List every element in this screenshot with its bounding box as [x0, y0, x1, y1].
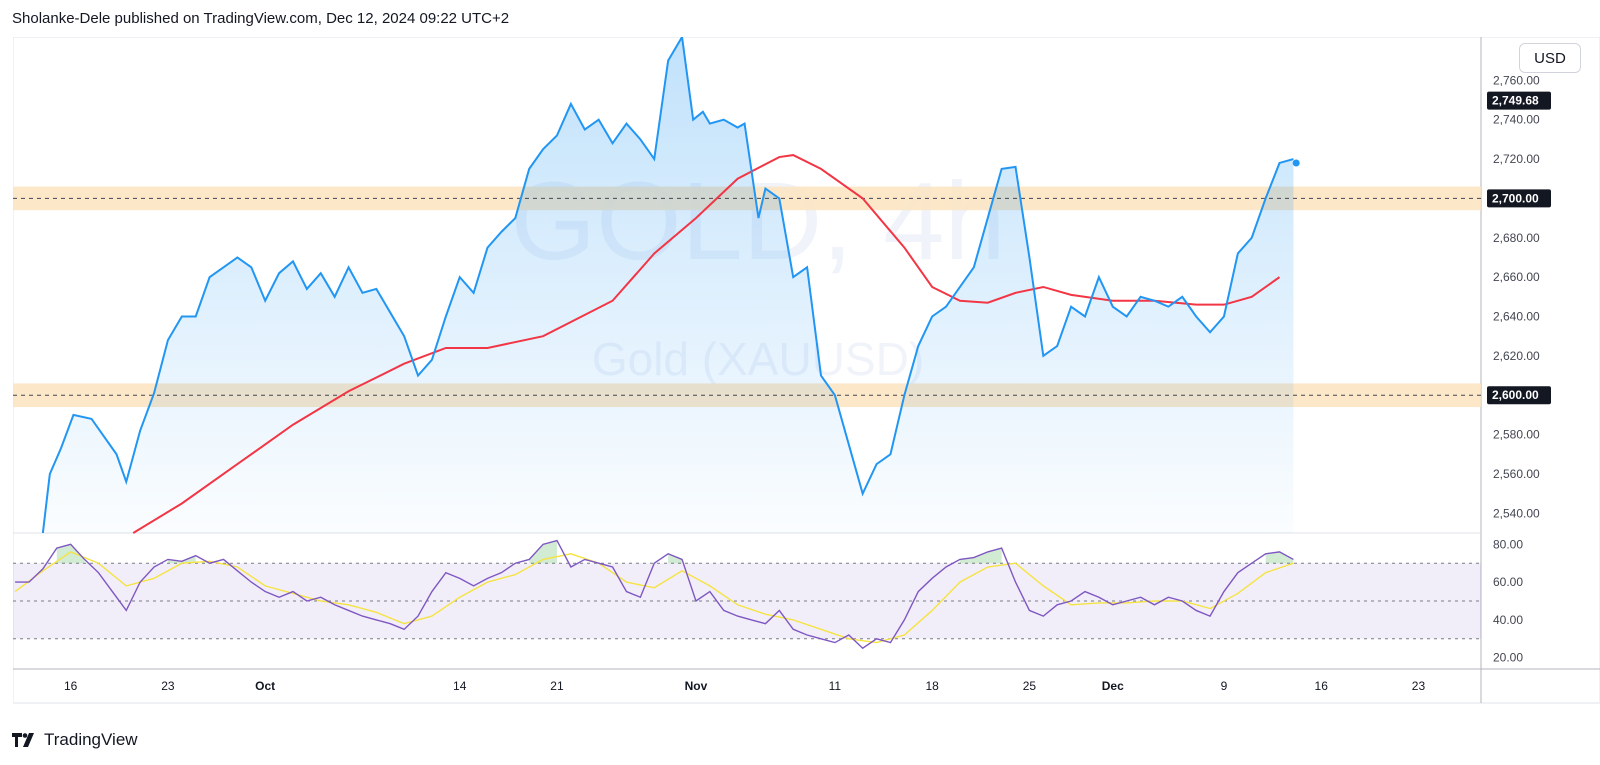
rsi-tick-label: 80.00 — [1493, 537, 1523, 551]
tradingview-logo-icon — [12, 733, 34, 747]
time-tick-label: 23 — [161, 679, 175, 693]
rsi-tick-label: 40.00 — [1493, 613, 1523, 627]
price-tick-label: 2,740.00 — [1493, 113, 1540, 127]
time-tick-label: 25 — [1023, 679, 1037, 693]
rsi-tick-label: 60.00 — [1493, 575, 1523, 589]
price-label-box — [1487, 386, 1551, 405]
rsi-overbought-fill — [1265, 551, 1280, 564]
time-tick-label: 18 — [925, 679, 939, 693]
price-label: 2,700.00 — [1492, 191, 1539, 205]
footer-brand: TradingView — [44, 730, 138, 749]
moving-average-line[interactable] — [132, 154, 1281, 534]
rsi-line[interactable] — [15, 539, 1294, 650]
last-price-dot — [1292, 159, 1300, 167]
rsi-overbought-fill — [987, 548, 1002, 564]
time-tick-label: 11 — [829, 679, 842, 693]
price-label-box — [1487, 91, 1551, 110]
price-label: 2,749.68 — [1492, 94, 1539, 108]
price-tick-label: 2,580.00 — [1493, 428, 1540, 442]
time-tick-label: Oct — [255, 679, 275, 693]
rsi-overbought-fill — [668, 553, 683, 564]
time-tick-label: 16 — [1315, 679, 1329, 693]
tradingview-footer[interactable]: TradingView — [12, 730, 138, 750]
price-label-box — [1487, 189, 1551, 208]
time-tick-label: Dec — [1102, 679, 1124, 693]
time-tick-label: 9 — [1221, 679, 1228, 693]
time-tick-label: 23 — [1412, 679, 1426, 693]
currency-button[interactable]: USD — [1519, 43, 1581, 73]
price-area-fill — [42, 37, 1294, 533]
chart-frame — [12, 36, 1600, 704]
price-tick-label: 2,720.00 — [1493, 152, 1540, 166]
rsi-ma-line[interactable] — [14, 551, 1294, 644]
price-line[interactable] — [41, 33, 1294, 534]
rsi-tick-label: 20.00 — [1493, 651, 1523, 665]
price-tick-label: 2,680.00 — [1493, 231, 1540, 245]
rsi-overbought-fill — [973, 551, 988, 564]
time-tick-label: Nov — [685, 679, 708, 693]
time-tick-label: 16 — [64, 679, 78, 693]
chart-area[interactable]: GOLD, 4hGold (XAUUSD)Gold All time High2… — [12, 3, 1600, 717]
price-tick-label: 2,660.00 — [1493, 270, 1540, 284]
time-tick-label: 14 — [453, 679, 467, 693]
price-tick-label: 2,540.00 — [1493, 506, 1540, 520]
time-tick-label: 21 — [550, 679, 564, 693]
price-tick-label: 2,620.00 — [1493, 349, 1540, 363]
price-chart-svg[interactable]: GOLD, 4hGold (XAUUSD)Gold All time High2… — [12, 3, 1600, 717]
price-tick-label: 2,760.00 — [1493, 73, 1540, 87]
price-tick-label: 2,640.00 — [1493, 309, 1540, 323]
price-tick-label: 2,560.00 — [1493, 467, 1540, 481]
rsi-overbought-fill — [1279, 551, 1294, 564]
publish-info: Sholanke-Dele published on TradingView.c… — [12, 10, 510, 27]
price-label: 2,600.00 — [1492, 388, 1539, 402]
